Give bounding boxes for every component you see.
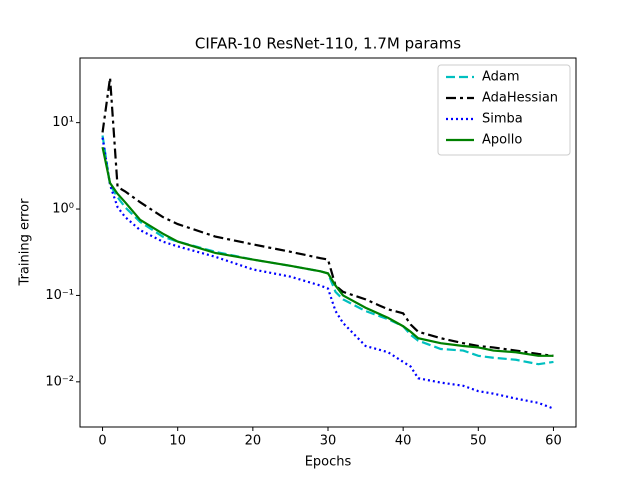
legend-box <box>437 64 571 156</box>
series-line <box>101 135 554 366</box>
x-tick-label: 60 <box>545 434 562 449</box>
legend-label: Adam <box>482 70 520 85</box>
legend-label: Apollo <box>482 133 522 148</box>
chart-title: CIFAR-10 ResNet-110, 1.7M params <box>195 35 461 53</box>
x-tick-label: 50 <box>470 434 487 449</box>
x-tick-label: 40 <box>395 434 412 449</box>
x-tick-label: 10 <box>169 434 186 449</box>
series-line <box>101 146 554 357</box>
legend-label: AdaHessian <box>482 91 558 106</box>
y-tick-label: 10⁻² <box>45 374 74 389</box>
legend-label: Simba <box>482 112 523 127</box>
x-tick-label: 30 <box>320 434 337 449</box>
plot-frame <box>79 57 577 428</box>
y-tick-label: 10⁻¹ <box>45 288 74 303</box>
y-tick-label: 10¹ <box>52 115 74 130</box>
x-axis-label: Epochs <box>305 455 352 470</box>
x-tick-label: 0 <box>98 434 106 449</box>
x-tick-label: 20 <box>245 434 262 449</box>
y-tick-label: 10⁰ <box>52 202 74 217</box>
y-axis-label: Training error <box>18 198 33 287</box>
series-line <box>101 137 554 410</box>
